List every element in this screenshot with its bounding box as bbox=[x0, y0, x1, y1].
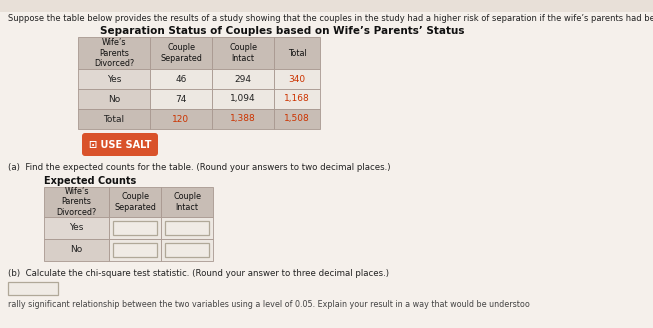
Text: Couple
Intact: Couple Intact bbox=[173, 192, 201, 212]
Bar bbox=[113, 221, 157, 235]
Text: Total: Total bbox=[103, 114, 125, 124]
Text: rally significant relationship between the two variables using a level of 0.05. : rally significant relationship between t… bbox=[8, 300, 530, 309]
Bar bbox=[165, 221, 209, 235]
Text: 120: 120 bbox=[172, 114, 189, 124]
Text: (a)  Find the expected counts for the table. (Round your answers to two decimal : (a) Find the expected counts for the tab… bbox=[8, 163, 390, 172]
Text: Wife’s
Parents
Divorced?: Wife’s Parents Divorced? bbox=[94, 38, 134, 68]
Bar bbox=[150, 69, 212, 89]
Text: Couple
Separated: Couple Separated bbox=[160, 43, 202, 63]
Bar bbox=[150, 37, 212, 69]
Text: Couple
Separated: Couple Separated bbox=[114, 192, 156, 212]
Bar bbox=[274, 89, 320, 109]
Text: 340: 340 bbox=[289, 74, 306, 84]
Bar bbox=[212, 109, 274, 129]
Text: Separation Status of Couples based on Wife’s Parents’ Status: Separation Status of Couples based on Wi… bbox=[100, 26, 464, 36]
Text: 294: 294 bbox=[234, 74, 251, 84]
Text: Suppose the table below provides the results of a study showing that the couples: Suppose the table below provides the res… bbox=[8, 14, 653, 23]
Bar bbox=[78, 109, 150, 129]
Bar bbox=[109, 239, 161, 261]
Bar bbox=[8, 282, 58, 295]
Text: 46: 46 bbox=[175, 74, 187, 84]
Text: ⊡ USE SALT: ⊡ USE SALT bbox=[89, 139, 151, 150]
Bar bbox=[150, 109, 212, 129]
Bar bbox=[212, 69, 274, 89]
Text: No: No bbox=[71, 245, 83, 255]
Bar bbox=[161, 239, 213, 261]
Text: No: No bbox=[108, 94, 120, 104]
Text: Wife’s
Parents
Divorced?: Wife’s Parents Divorced? bbox=[56, 187, 97, 217]
Bar bbox=[161, 217, 213, 239]
Bar bbox=[44, 217, 109, 239]
Bar bbox=[150, 89, 212, 109]
Text: 1,388: 1,388 bbox=[230, 114, 256, 124]
Bar bbox=[109, 217, 161, 239]
Bar bbox=[78, 69, 150, 89]
Text: 74: 74 bbox=[175, 94, 187, 104]
Text: (b)  Calculate the chi-square test statistic. (Round your answer to three decima: (b) Calculate the chi-square test statis… bbox=[8, 269, 389, 278]
Bar bbox=[44, 187, 109, 217]
Text: Couple
Intact: Couple Intact bbox=[229, 43, 257, 63]
Bar bbox=[109, 187, 161, 217]
Text: Expected Counts: Expected Counts bbox=[44, 176, 136, 186]
Bar bbox=[78, 37, 150, 69]
Bar bbox=[212, 37, 274, 69]
Text: Yes: Yes bbox=[107, 74, 121, 84]
Bar bbox=[274, 69, 320, 89]
Bar bbox=[274, 109, 320, 129]
Bar bbox=[165, 243, 209, 257]
Bar bbox=[113, 243, 157, 257]
Text: Yes: Yes bbox=[69, 223, 84, 233]
Bar bbox=[44, 239, 109, 261]
Text: 1,508: 1,508 bbox=[284, 114, 310, 124]
Bar bbox=[274, 37, 320, 69]
Bar bbox=[0, 0, 653, 12]
Bar bbox=[161, 187, 213, 217]
Text: 1,168: 1,168 bbox=[284, 94, 310, 104]
Bar bbox=[212, 89, 274, 109]
Text: Total: Total bbox=[287, 49, 306, 57]
Bar bbox=[78, 89, 150, 109]
FancyBboxPatch shape bbox=[82, 133, 158, 156]
Text: 1,094: 1,094 bbox=[231, 94, 256, 104]
